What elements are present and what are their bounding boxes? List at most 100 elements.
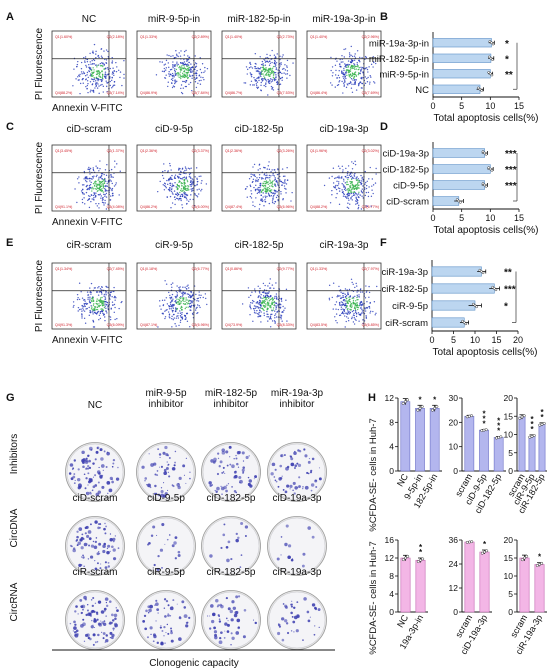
flow-dot [347, 183, 349, 186]
flow-dot [281, 311, 283, 313]
colony [69, 463, 74, 467]
flow-dot [343, 67, 345, 70]
flow-dot [350, 54, 352, 57]
flow-dot [343, 292, 345, 295]
flow-dot [177, 300, 180, 303]
flow-dot [185, 49, 187, 52]
flow-dot [345, 316, 348, 318]
flow-dot [344, 76, 346, 78]
colony [77, 613, 79, 615]
flow-dot [174, 82, 176, 85]
flow-dot [267, 78, 269, 81]
flow-dot [359, 301, 361, 303]
flow-dot [349, 185, 351, 187]
colony [148, 541, 151, 545]
flow-dot [258, 174, 261, 176]
colony [93, 633, 95, 636]
flow-dot [269, 69, 271, 71]
flow-dot [90, 68, 92, 71]
flow-dot [265, 294, 267, 296]
significance-mark: * [497, 426, 501, 435]
colony [240, 521, 244, 526]
flow-dot [173, 190, 176, 192]
flow-dot [192, 294, 194, 297]
flow-dot [194, 78, 196, 81]
colony [236, 618, 241, 623]
flow-dot [78, 308, 81, 311]
flow-dot [167, 81, 169, 83]
flow-dot [348, 313, 350, 315]
flow-dot [186, 313, 188, 315]
flow-dot [192, 70, 194, 72]
flow-dot [158, 300, 161, 302]
flow-dot [334, 86, 336, 88]
flow-dot [174, 203, 176, 206]
colony [189, 471, 191, 473]
flow-dot [330, 56, 332, 59]
flow-dot [91, 198, 93, 200]
flow-dot [337, 74, 340, 77]
flow-dot [355, 197, 358, 200]
flow-dot [259, 292, 261, 294]
flow-dot [351, 91, 354, 93]
significance-mark: * [483, 540, 487, 549]
flow-dot [252, 166, 254, 168]
flow-dot [346, 196, 348, 198]
flow-dot [164, 280, 166, 282]
y-tick-label: 5 [508, 589, 513, 599]
flow-dot [179, 286, 181, 288]
flow-dot [267, 183, 269, 186]
flow-plot-title: ciD-19a-3p [320, 124, 369, 135]
flow-dot [171, 79, 174, 82]
colony [97, 633, 100, 637]
flow-dot [92, 188, 95, 190]
flow-dot [274, 295, 276, 298]
flow-dot [356, 194, 359, 196]
flow-dot [169, 162, 171, 165]
flow-dot [353, 64, 356, 66]
flow-dot [368, 178, 370, 180]
data-point [491, 42, 495, 46]
flow-dot [280, 180, 282, 183]
colony [296, 614, 300, 618]
colony [85, 477, 88, 480]
bar [432, 69, 491, 79]
significance-mark: *** [505, 181, 517, 192]
y-tick-label: 8 [389, 417, 394, 427]
flow-dot [368, 306, 370, 308]
flow-dot [157, 326, 159, 328]
flow-dot [195, 72, 198, 75]
flow-dot [249, 314, 251, 316]
colony [104, 522, 106, 525]
flow-dot [262, 196, 264, 198]
colony [102, 549, 106, 554]
flow-dot [343, 48, 345, 51]
colony [171, 544, 175, 548]
flow-dot [269, 73, 272, 75]
flow-dot [180, 181, 183, 184]
flow-dot [179, 55, 182, 57]
flow-dot [336, 180, 338, 183]
flow-dot [359, 61, 361, 63]
colony [96, 618, 99, 621]
flow-plot-title: miR-9-5p-in [148, 14, 200, 25]
flow-dot [107, 286, 109, 289]
flow-dot [201, 188, 203, 191]
flow-dot [181, 190, 184, 192]
flow-dot [354, 192, 357, 194]
colony [177, 553, 181, 557]
flow-dot [259, 56, 261, 58]
flow-dot [164, 183, 167, 185]
flow-dot [177, 184, 179, 187]
flow-plot-title: miR-19a-3p-in [312, 14, 375, 25]
flow-dot [194, 192, 196, 195]
flow-dot [265, 72, 268, 75]
colony [291, 615, 294, 618]
flow-dot [164, 317, 166, 320]
flow-dot [185, 297, 187, 299]
colony [88, 544, 91, 547]
colony [311, 603, 316, 607]
flow-dot [172, 309, 174, 312]
category-label: miR-182-5p-in [369, 54, 429, 65]
x-tick-label: 0 [430, 101, 435, 111]
